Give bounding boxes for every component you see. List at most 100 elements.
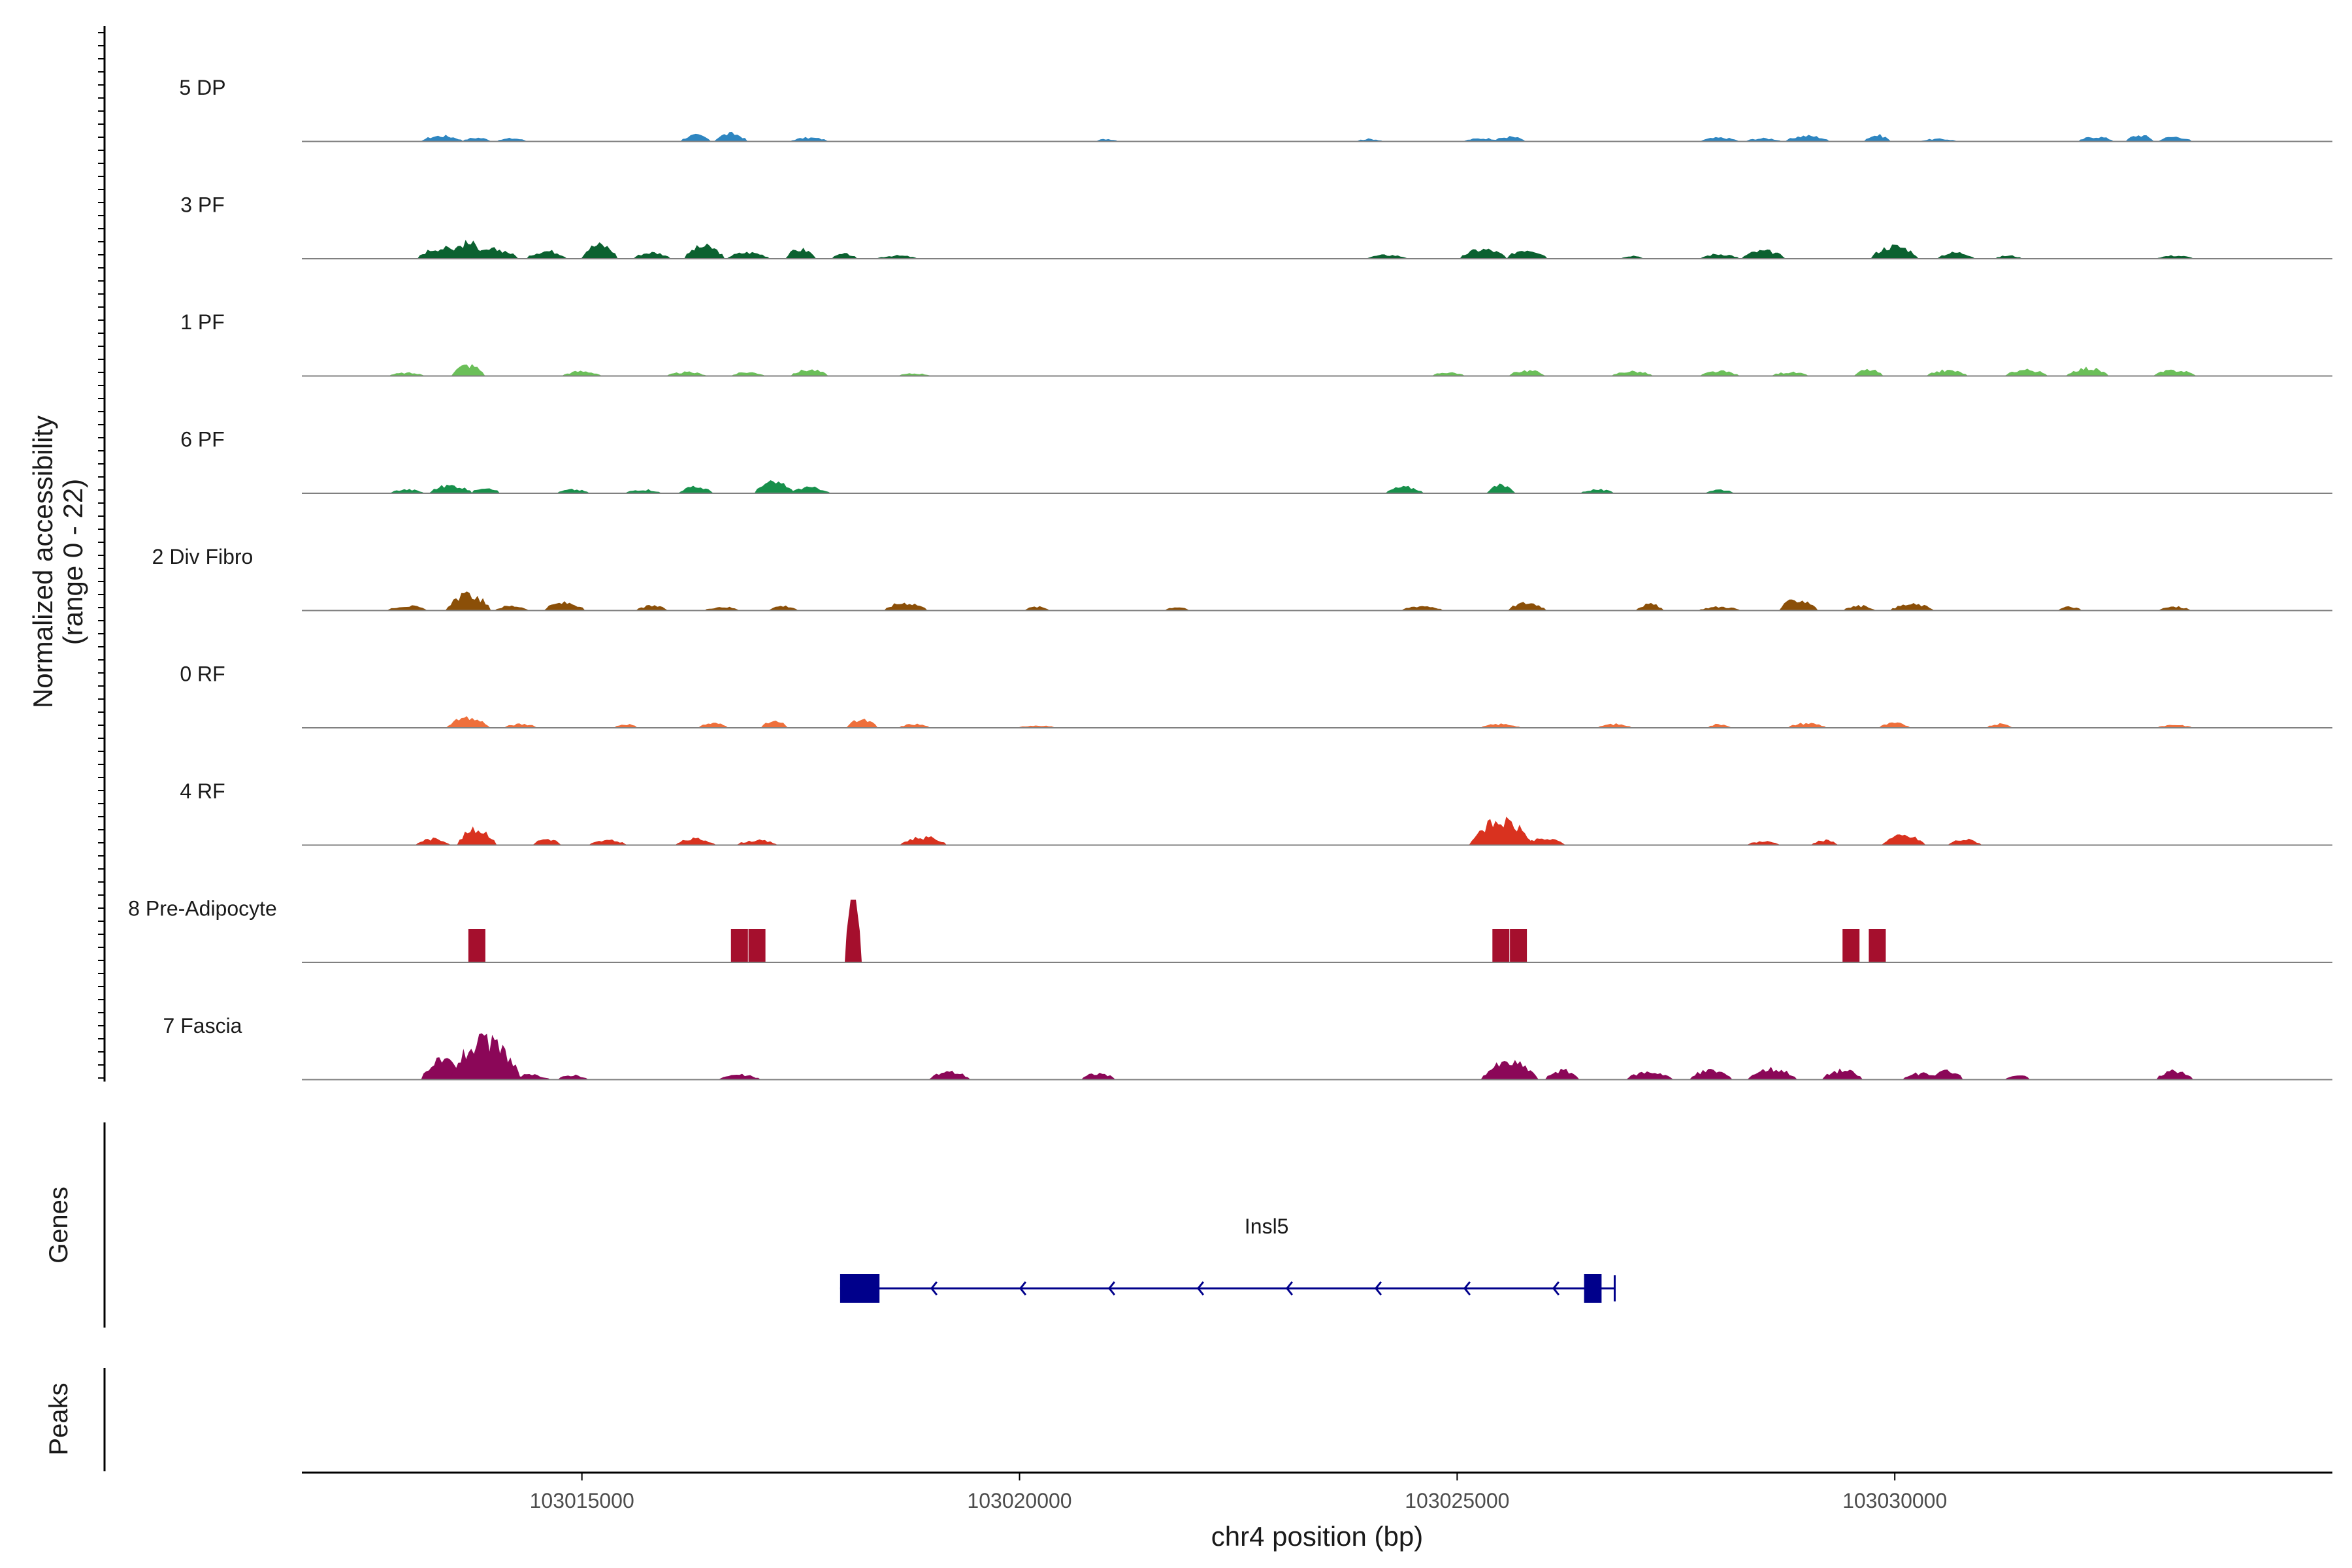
coverage-peak xyxy=(1842,929,1860,962)
coverage-peak xyxy=(1889,603,1935,611)
coverage-peak xyxy=(1492,929,1510,962)
coverage-peak xyxy=(1493,136,1526,142)
coverage-peak xyxy=(1810,839,1839,845)
coverage-peak xyxy=(526,250,568,259)
x-tick-label: 103025000 xyxy=(1405,1489,1509,1512)
track-0-rf: 0 RF xyxy=(180,662,2332,728)
coverage-peak xyxy=(445,591,491,611)
coverage-peak xyxy=(625,489,662,493)
coverage-peak xyxy=(1926,369,1968,376)
coverage-peak xyxy=(1741,249,1786,259)
track-5-dp: 5 DP xyxy=(179,76,2332,142)
coverage-peak xyxy=(1480,723,1522,728)
track-label: 5 DP xyxy=(179,76,225,99)
coverage-peak xyxy=(1881,834,1926,845)
coverage-peak xyxy=(1431,372,1465,376)
coverage-peak xyxy=(896,373,932,376)
coverage-peak xyxy=(1164,607,1190,611)
coverage-peak xyxy=(386,605,428,611)
coverage-peak xyxy=(900,836,947,845)
coverage-peak xyxy=(636,605,668,611)
x-axis-title: chr4 position (bp) xyxy=(1211,1521,1424,1552)
coverage-peak xyxy=(718,1073,761,1080)
coverage-peak xyxy=(666,371,708,376)
coverage-peak xyxy=(561,370,602,376)
coverage-peak xyxy=(1863,134,1891,142)
coverage-peak xyxy=(845,900,862,962)
coverage-peak xyxy=(785,248,817,259)
coverage-peak xyxy=(2078,137,2114,142)
coverage-peak xyxy=(1878,722,1911,728)
coverage-peak xyxy=(494,605,530,611)
coverage-peak xyxy=(675,837,717,845)
track-label: 7 Fascia xyxy=(163,1014,242,1037)
coverage-peak xyxy=(1744,137,1782,142)
genes-panel: Genes Insl5 xyxy=(44,1122,1616,1328)
coverage-peak xyxy=(789,137,830,142)
coverage-peak xyxy=(1355,138,1384,142)
coverage-peak xyxy=(2157,725,2193,728)
coverage-peak xyxy=(470,247,519,259)
coverage-peak xyxy=(846,719,878,728)
coverage-peak xyxy=(1524,838,1566,845)
strand-arrow xyxy=(1285,1281,1294,1296)
coverage-peak xyxy=(678,485,713,493)
coverage-peak xyxy=(613,724,638,728)
x-tick-label: 103015000 xyxy=(530,1489,634,1512)
coverage-peak xyxy=(1385,485,1424,493)
coverage-peak xyxy=(1597,723,1633,728)
coverage-peak xyxy=(457,826,497,845)
coverage-peak xyxy=(1936,252,1976,259)
coverage-peak xyxy=(1947,838,1982,845)
track-label: 2 Div Fibro xyxy=(152,545,253,568)
strand-arrow xyxy=(1196,1281,1205,1296)
coverage-peak xyxy=(1854,368,1884,376)
peaks-panel-title: Peaks xyxy=(44,1382,73,1455)
coverage-peak xyxy=(429,484,473,493)
track-3-pf: 3 PF xyxy=(180,193,2332,259)
track-8-pre-adipocyte: 8 Pre-Adipocyte xyxy=(128,897,2332,963)
x-tick-label: 103020000 xyxy=(967,1489,1071,1512)
coverage-peak xyxy=(1620,255,1644,259)
coverage-peak xyxy=(589,839,628,845)
coverage-peak xyxy=(875,255,919,259)
coverage-peak xyxy=(680,133,711,142)
coverage-peak xyxy=(928,1070,971,1080)
strand-arrow xyxy=(1107,1281,1116,1296)
coverage-peak xyxy=(1625,1071,1674,1080)
coverage-peak xyxy=(1746,841,1781,845)
x-axis: 103015000 103020000 103025000 103030000 chr4… xyxy=(302,1471,2332,1552)
coverage-peak xyxy=(1869,929,1886,962)
coverage-peak xyxy=(713,131,748,142)
coverage-peak xyxy=(388,372,425,376)
coverage-peak xyxy=(704,606,740,611)
coverage-peak xyxy=(1509,370,1546,376)
track-label: 3 PF xyxy=(180,193,225,217)
genes-panel-title: Genes xyxy=(44,1186,73,1264)
coverage-peak xyxy=(1870,244,1919,259)
coverage-peak xyxy=(1986,723,2014,728)
track-label: 6 PF xyxy=(180,428,225,451)
coverage-peak xyxy=(736,839,779,845)
gene-label: Insl5 xyxy=(1245,1215,1289,1238)
track-4-rf: 4 RF xyxy=(180,779,2332,846)
coverage-peak xyxy=(1689,1069,1733,1080)
coverage-peak xyxy=(1507,602,1547,611)
coverage-peak xyxy=(1919,138,1959,142)
coverage-peak xyxy=(462,137,492,142)
track-6-pf: 6 PF xyxy=(180,428,2332,494)
coverage-peak xyxy=(2004,368,2048,376)
track-label: 4 RF xyxy=(180,779,225,803)
coverage-peak xyxy=(1707,723,1733,728)
coverage-peak xyxy=(1698,606,1742,611)
coverage-peak xyxy=(768,605,799,611)
coverage-peak xyxy=(791,369,828,376)
track-7-fascia: 7 Fascia xyxy=(163,1014,2332,1081)
strand-arrow xyxy=(1463,1281,1471,1296)
strand-arrow xyxy=(1374,1281,1382,1296)
coverage-peak xyxy=(557,1074,589,1080)
strand-arrow xyxy=(930,1281,938,1296)
coverage-peak xyxy=(730,929,748,962)
